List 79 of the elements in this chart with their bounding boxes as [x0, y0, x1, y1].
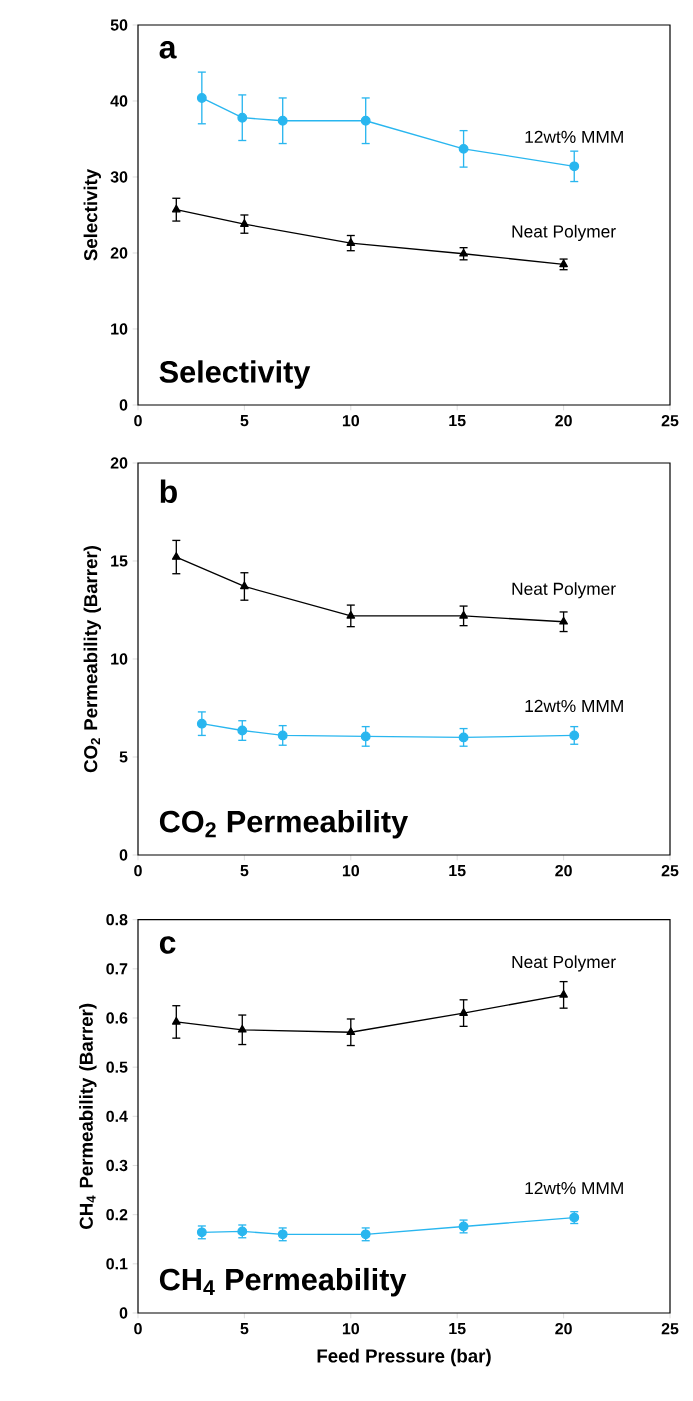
y-tick-label: 20 — [110, 247, 128, 259]
y-tick-label: 0 — [119, 399, 128, 411]
y-tick-label: 15 — [111, 555, 128, 567]
point — [346, 1027, 356, 1036]
point — [459, 610, 468, 619]
x-tick-label: 20 — [555, 1323, 572, 1335]
y-tick-label: 10 — [111, 653, 128, 665]
y-tick-label: 10 — [111, 323, 128, 335]
x-axis-title: Feed Pressure (bar) — [317, 1348, 491, 1367]
point — [346, 238, 356, 246]
x-tick-label: 25 — [661, 1323, 679, 1335]
point — [196, 718, 207, 729]
annotation: c — [159, 936, 176, 954]
point — [237, 1024, 247, 1033]
point — [171, 552, 181, 560]
y-axis-title: Selectivity — [83, 168, 101, 261]
y-tick-label: 50 — [110, 19, 128, 31]
point — [277, 115, 288, 126]
annotation: Selectivity — [159, 360, 311, 389]
x-tick-label: 20 — [555, 865, 572, 877]
point — [171, 204, 181, 213]
x-tick-label: 5 — [240, 415, 249, 427]
y-tick-label: 0.6 — [106, 1012, 128, 1024]
x-tick-label: 0 — [134, 415, 142, 427]
point — [559, 616, 568, 625]
point — [459, 1008, 468, 1016]
point — [458, 732, 469, 743]
series-label: 12wt% MMM — [525, 1181, 623, 1195]
y-axis-title: CO$_{2}$ Permeability (Barrer) — [83, 546, 101, 773]
point — [559, 989, 568, 998]
y-tick-label: 20 — [110, 457, 128, 469]
point — [196, 93, 207, 103]
x-tick-label: 15 — [449, 865, 466, 877]
y-tick-label: 0 — [119, 849, 128, 861]
y-tick-label: 0.1 — [106, 1258, 128, 1270]
x-tick-label: 5 — [240, 1323, 249, 1335]
point — [346, 610, 356, 619]
y-tick-label: 0 — [119, 1307, 128, 1319]
point — [240, 581, 249, 590]
x-tick-label: 10 — [342, 865, 360, 877]
point — [277, 730, 288, 741]
point — [237, 112, 248, 123]
point — [569, 161, 580, 172]
y-tick-label: 0.8 — [106, 914, 128, 926]
y-tick-label: 30 — [110, 171, 128, 183]
point — [360, 115, 371, 126]
x-tick-label: 10 — [342, 1323, 360, 1335]
point — [458, 143, 469, 154]
x-tick-label: 10 — [342, 415, 360, 427]
annotation: b — [160, 479, 177, 503]
series-label: Neat Polymer — [512, 224, 616, 242]
annotation: a — [159, 41, 177, 59]
x-tick-label: 15 — [449, 1323, 466, 1335]
x-tick-label: 25 — [661, 415, 679, 427]
y-tick-label: 0.3 — [106, 1159, 128, 1172]
y-tick-label: 0.7 — [106, 963, 128, 975]
point — [360, 731, 371, 742]
x-tick-label: 0 — [134, 1323, 142, 1335]
y-tick-label: 0.2 — [106, 1209, 128, 1221]
x-tick-label: 0 — [134, 865, 142, 877]
y-axis-title: CH$_{4}$ Permeability (Barrer) — [79, 1003, 97, 1229]
series-label: 12wt% MMM — [525, 130, 623, 143]
y-tick-label: 0.5 — [106, 1061, 128, 1073]
series-label: Neat Polymer — [512, 955, 616, 972]
series-label: Neat Polymer — [512, 582, 616, 599]
annotation: CH$_{4}$ Permeability — [159, 1267, 407, 1297]
point — [240, 219, 249, 227]
y-tick-label: 5 — [119, 751, 128, 763]
point — [171, 1016, 181, 1025]
series-label: 12wt% MMM — [525, 699, 623, 713]
x-tick-label: 15 — [449, 415, 466, 427]
y-tick-label: 40 — [110, 95, 128, 107]
point — [569, 730, 580, 741]
x-tick-label: 20 — [555, 415, 572, 427]
x-tick-label: 25 — [661, 865, 679, 877]
x-tick-label: 5 — [240, 865, 249, 877]
y-tick-label: 0.4 — [106, 1110, 128, 1122]
annotation: CO$_{2}$ Permeability — [159, 809, 409, 839]
point — [237, 725, 248, 736]
